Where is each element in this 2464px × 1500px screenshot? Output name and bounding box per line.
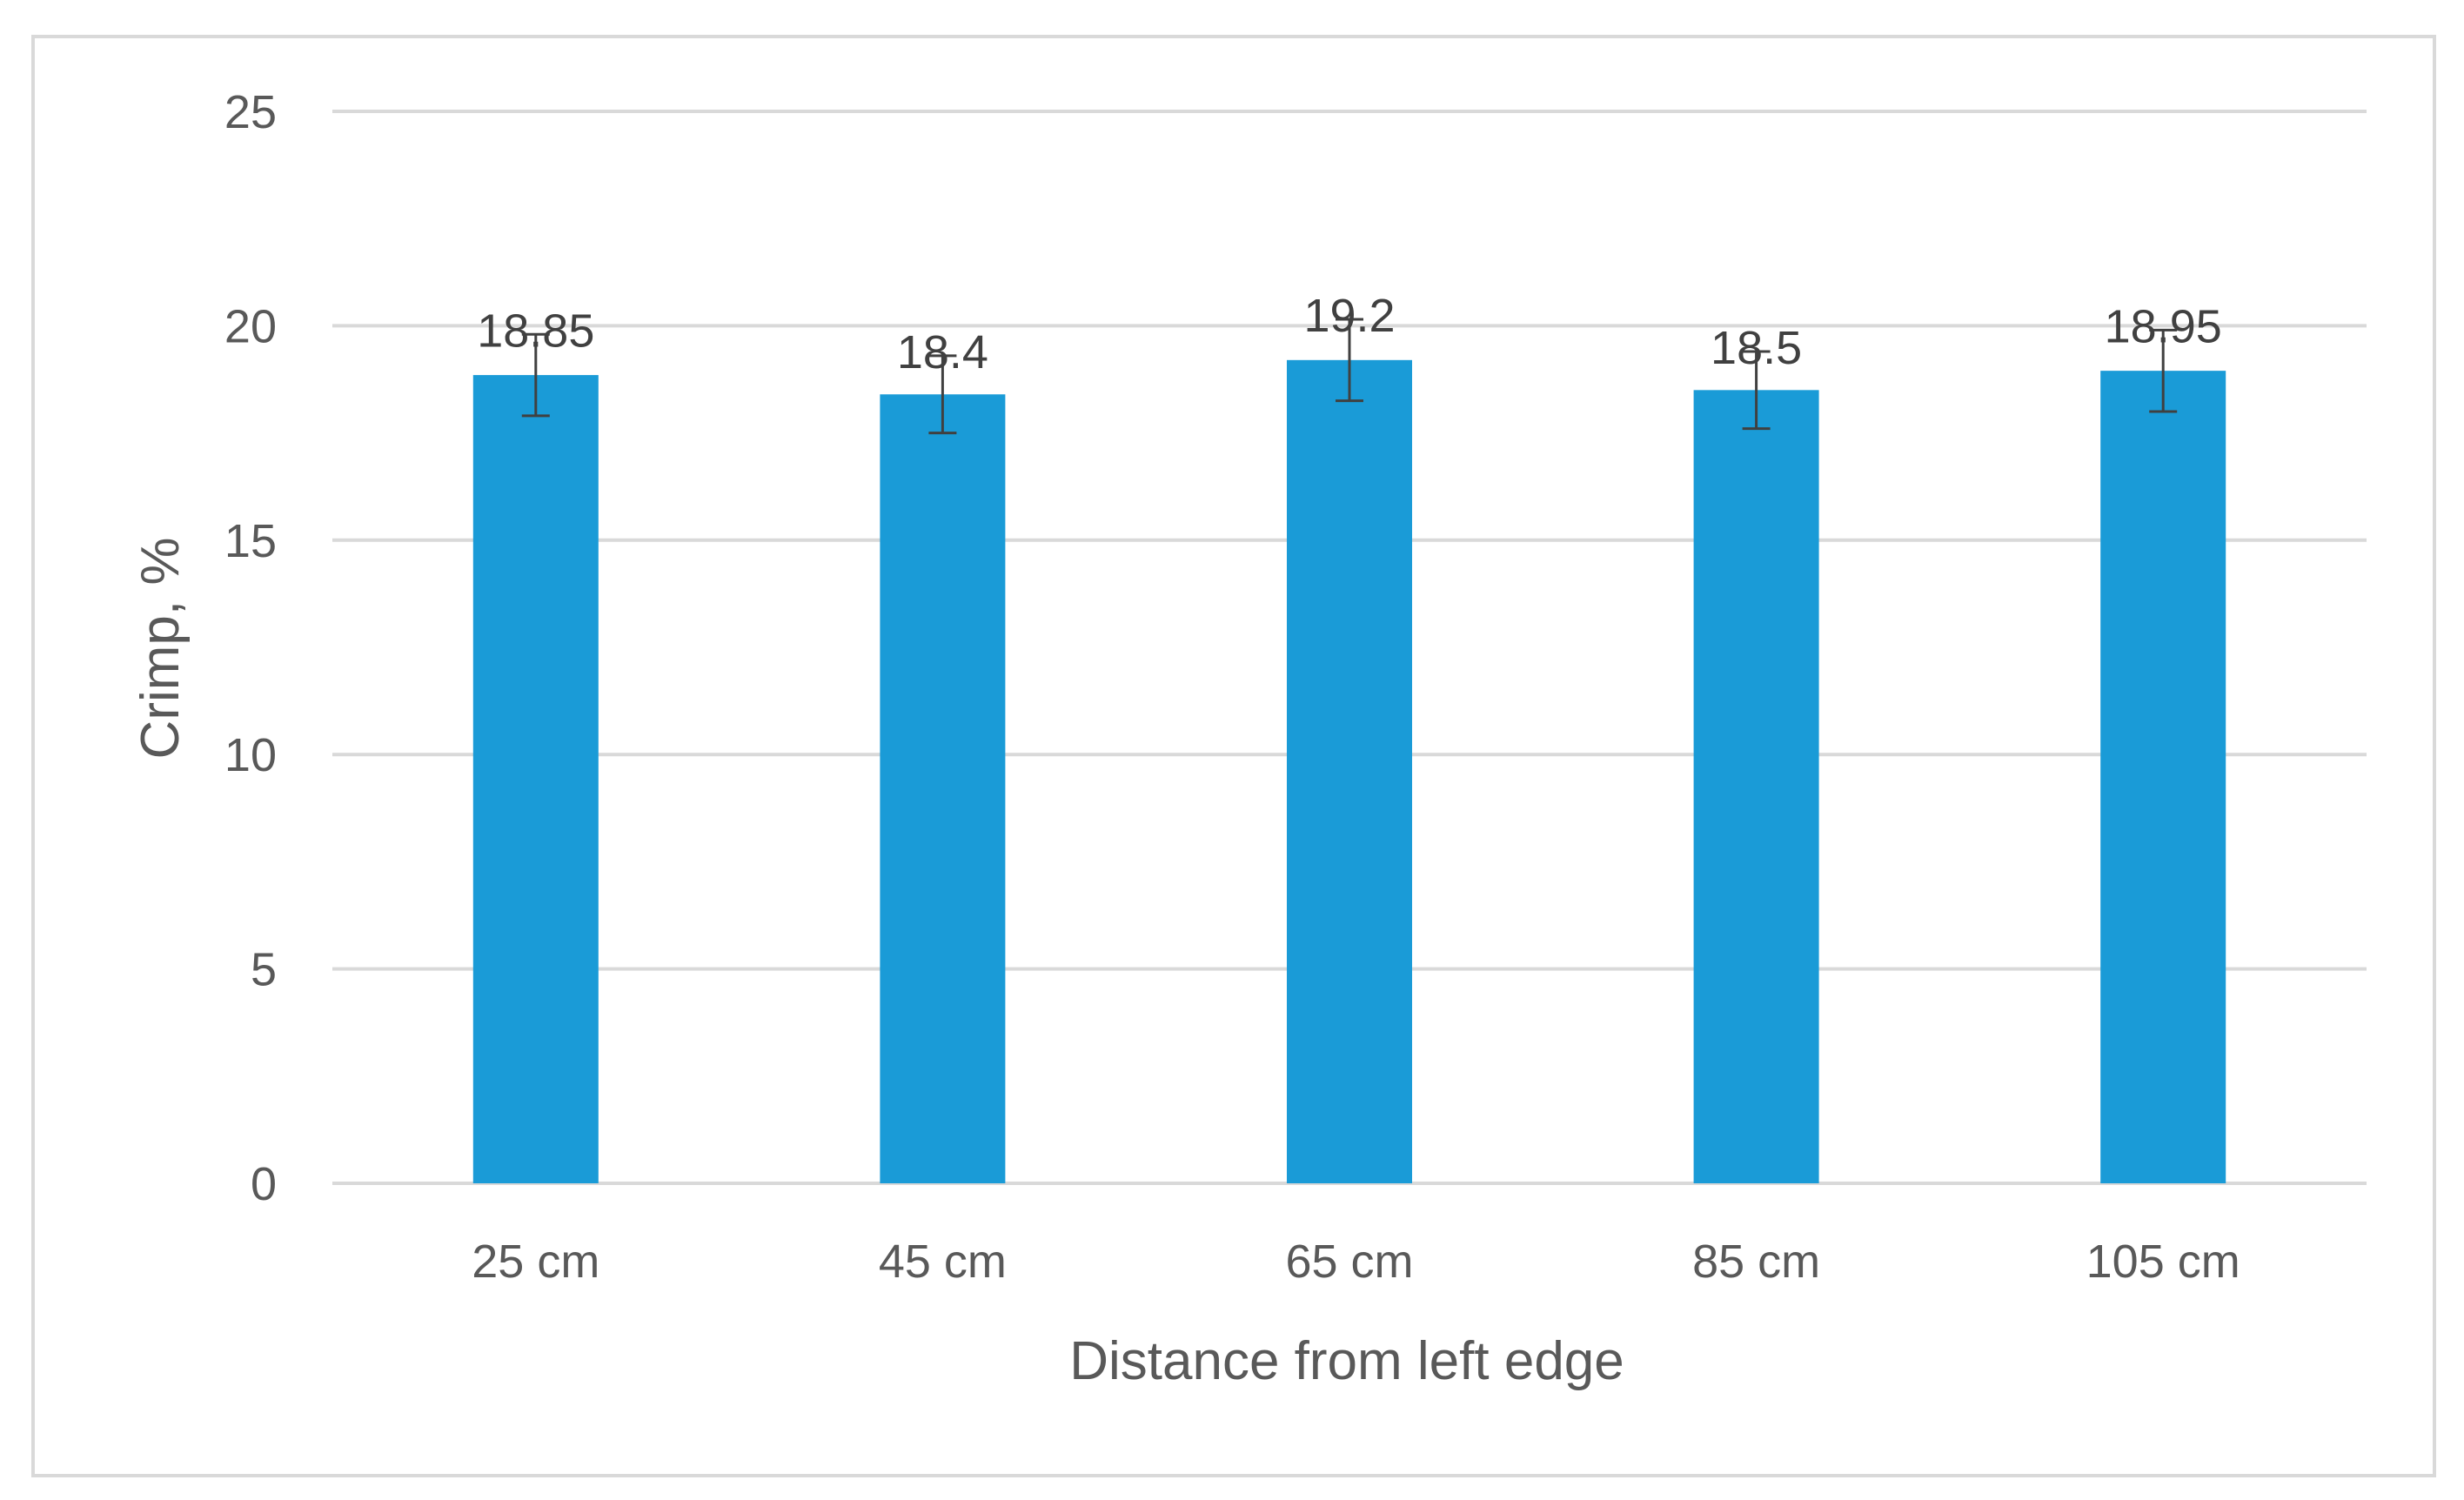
- y-tick-label: 10: [224, 729, 277, 781]
- x-tick-label: 85 cm: [1692, 1235, 1820, 1288]
- bar: [472, 375, 599, 1183]
- x-tick-label: 65 cm: [1285, 1235, 1413, 1288]
- data-label: 18.85: [477, 305, 594, 357]
- y-tick-label: 15: [224, 515, 277, 567]
- y-tick-label: 20: [224, 300, 277, 352]
- data-label: 18.5: [1711, 322, 1802, 374]
- x-axis-ticks: 25 cm 45 cm 65 cm 85 cm 105 cm: [472, 1235, 2240, 1288]
- x-tick-label: 45 cm: [879, 1235, 1007, 1288]
- error-bars: [521, 318, 2178, 435]
- bar: [1693, 390, 1819, 1183]
- x-tick-label: 105 cm: [2086, 1235, 2240, 1288]
- x-tick-label: 25 cm: [472, 1235, 599, 1288]
- y-axis-ticks: 0 5 10 15 20 25: [224, 86, 277, 1210]
- data-label: 18.95: [2105, 300, 2222, 352]
- bars: [472, 359, 2226, 1184]
- data-label: 19.2: [1303, 290, 1395, 342]
- y-tick-label: 0: [251, 1158, 277, 1210]
- x-axis-title: Distance from left edge: [1069, 1331, 1624, 1391]
- bar: [2100, 371, 2226, 1183]
- y-tick-label: 25: [224, 86, 277, 138]
- data-labels: 18.85 18.4 19.2 18.5 18.95: [477, 290, 2222, 378]
- y-axis-title: Crimp, %: [131, 538, 191, 760]
- bar: [880, 394, 1006, 1183]
- bar: [1287, 359, 1412, 1184]
- data-label: 18.4: [897, 326, 988, 378]
- y-tick-label: 5: [251, 944, 277, 996]
